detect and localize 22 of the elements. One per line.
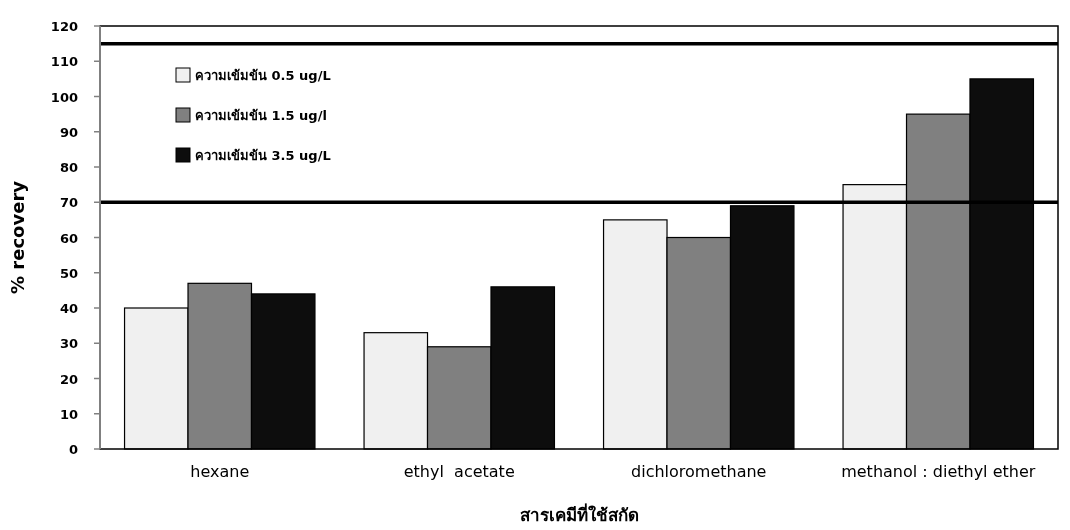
y-tick-label: 0 bbox=[68, 442, 78, 457]
x-tick-label: hexane bbox=[190, 462, 250, 481]
y-tick-label: 40 bbox=[59, 301, 78, 316]
x-tick-label: dichloromethane bbox=[631, 462, 767, 481]
x-axis-title: สารเคมีที่ใช้สกัด bbox=[519, 503, 639, 525]
y-axis-title: % recovery bbox=[7, 180, 28, 294]
x-tick-label: methanol : diethyl ether bbox=[841, 462, 1036, 481]
y-tick-label: 60 bbox=[59, 230, 78, 246]
legend-label: ความเข้มข้น 0.5 ug/L bbox=[195, 68, 331, 83]
legend-label: ความเข้มข้น 1.5 ug/l bbox=[195, 108, 327, 123]
y-tick-label: 100 bbox=[50, 89, 78, 105]
y-tick-label: 20 bbox=[59, 371, 78, 387]
y-tick-label: 70 bbox=[59, 195, 78, 211]
y-tick-label: 110 bbox=[50, 54, 78, 70]
legend-label: ความเข้มข้น 3.5 ug/L bbox=[195, 148, 331, 163]
y-tick-label: 90 bbox=[59, 124, 78, 140]
y-tick-label: 10 bbox=[59, 406, 78, 422]
y-tick-label: 120 bbox=[50, 19, 78, 34]
y-tick-label: 30 bbox=[59, 336, 78, 352]
y-tick-label: 80 bbox=[59, 160, 78, 175]
y-tick-label: 50 bbox=[59, 265, 78, 281]
x-tick-label: ethyl acetate bbox=[403, 462, 515, 481]
